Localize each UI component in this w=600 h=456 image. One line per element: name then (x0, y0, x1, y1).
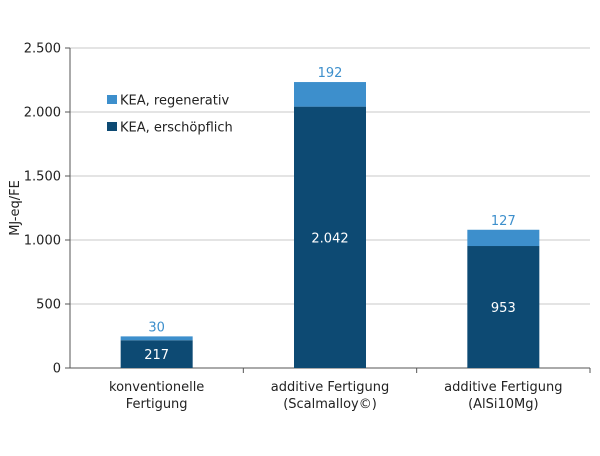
y-tick-label: 1.500 (24, 170, 61, 185)
y-tick-label: 0 (53, 362, 61, 377)
category-label: Fertigung (126, 397, 188, 412)
y-tick-label: 2.000 (24, 106, 61, 121)
legend-swatch (107, 95, 117, 104)
category-label: additive Fertigung (271, 380, 389, 395)
y-tick-label: 500 (36, 298, 61, 313)
legend-label: KEA, erschöpflich (120, 121, 233, 136)
data-label: 192 (318, 66, 343, 81)
category-label: (AlSi10Mg) (468, 397, 539, 412)
bar-segment (120, 340, 193, 368)
bar-segment (467, 246, 540, 368)
data-label: 127 (491, 214, 516, 229)
category-label: konventionelle (109, 380, 204, 395)
data-label: 2.042 (311, 231, 348, 246)
bar-segment (294, 106, 366, 369)
y-axis-label: MJ-eq/FE (8, 180, 23, 236)
category-label: (Scalmalloy©) (283, 397, 377, 412)
data-label: 953 (491, 301, 516, 316)
bar-segment (120, 336, 193, 341)
y-tick-label: 2.500 (24, 42, 61, 57)
data-label: 30 (148, 320, 165, 335)
legend-label: KEA, regenerativ (120, 94, 229, 109)
bar-segment (467, 229, 540, 247)
bar-segment (294, 82, 366, 107)
data-label: 217 (144, 348, 169, 363)
category-label: additive Fertigung (444, 380, 562, 395)
y-tick-label: 1.000 (24, 234, 61, 249)
legend-swatch (107, 122, 117, 131)
